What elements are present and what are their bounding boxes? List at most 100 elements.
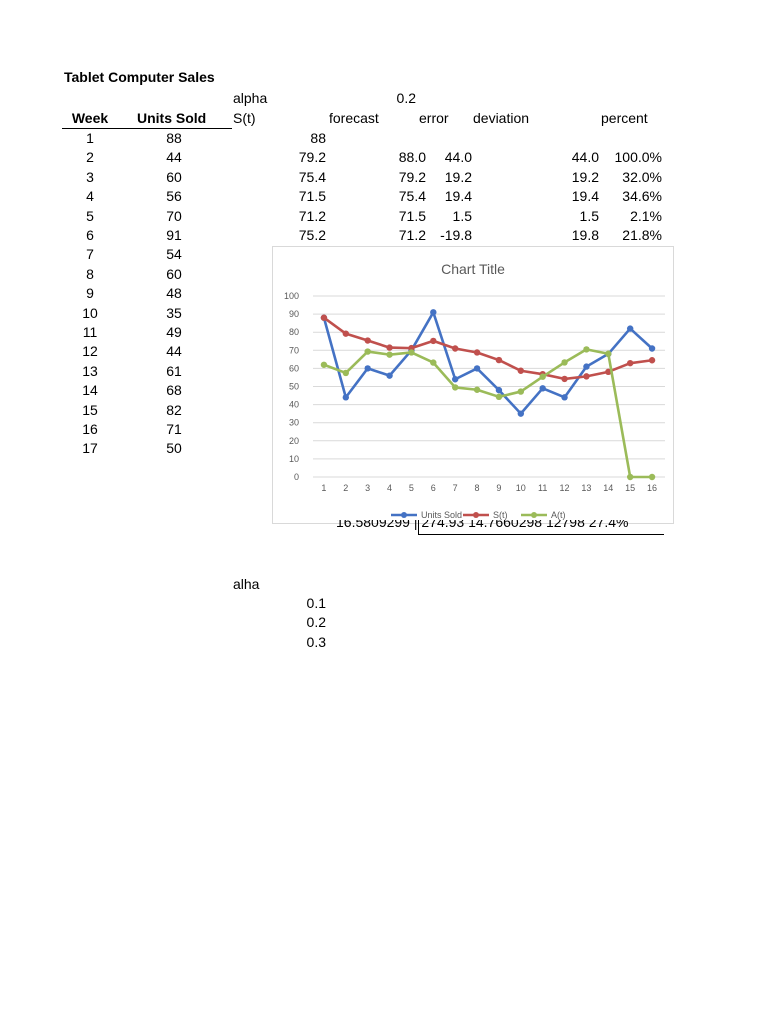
data-point — [342, 394, 350, 401]
week-cell[interactable]: 17 — [82, 440, 98, 457]
error-cell[interactable]: 1.5 — [452, 207, 472, 224]
units-sold-cell[interactable]: 61 — [166, 362, 182, 379]
units-sold-cell[interactable]: 35 — [166, 304, 182, 321]
error-cell[interactable]: -19.8 — [440, 227, 472, 243]
units-sold-cell[interactable]: 56 — [166, 188, 182, 205]
week-cell[interactable]: 1 — [86, 130, 94, 146]
chart-gridlines — [313, 295, 665, 478]
deviation-cell[interactable]: 1.5 — [579, 207, 599, 224]
week-cell[interactable]: 9 — [86, 285, 94, 302]
forecast-cell[interactable]: 88.0 — [398, 149, 426, 166]
y-tick-label: 40 — [289, 400, 299, 410]
error-cell[interactable]: 44.0 — [444, 149, 472, 166]
forecast-cell[interactable]: 79.2 — [398, 168, 426, 185]
percent-cell[interactable]: 21.8% — [622, 227, 662, 243]
units-sold-cell[interactable]: 44 — [166, 149, 182, 166]
data-point — [473, 365, 481, 372]
week-cell[interactable]: 15 — [82, 401, 98, 418]
units-sold-cell[interactable]: 48 — [166, 285, 182, 302]
alha-value-3[interactable]: 0.3 — [306, 634, 326, 650]
alpha-value[interactable]: 0.2 — [396, 90, 416, 106]
summary-cell-border — [418, 520, 664, 535]
error-cell[interactable]: 19.2 — [444, 168, 472, 185]
data-point — [473, 349, 481, 356]
percent-cell[interactable]: 34.6% — [622, 188, 662, 205]
units-sold-cell[interactable]: 82 — [166, 401, 182, 418]
units-sold-cell[interactable]: 50 — [166, 440, 182, 457]
week-cell[interactable]: 13 — [82, 362, 98, 379]
units-sold-cell[interactable]: 68 — [166, 382, 182, 399]
percent-cell[interactable]: 100.0% — [614, 149, 662, 166]
units-sold-cell[interactable]: 88 — [166, 130, 182, 146]
alha-value-2[interactable]: 0.2 — [306, 614, 326, 630]
alha-value-1[interactable]: 0.1 — [306, 595, 326, 611]
data-point — [430, 337, 437, 345]
summary-row-fragment: 16.5809299 | 274.93 14.7660298 12798 27.… — [336, 520, 666, 536]
data-point — [342, 330, 350, 337]
chart-title: Chart Title — [441, 261, 505, 277]
week-cell[interactable]: 5 — [86, 207, 94, 224]
units-sold-cell[interactable]: 60 — [166, 265, 182, 282]
series-line — [323, 348, 653, 479]
series-line — [322, 310, 653, 415]
week-cell[interactable]: 6 — [86, 227, 94, 243]
forecast-cell[interactable]: 71.5 — [398, 207, 426, 224]
error-cell[interactable]: 19.4 — [444, 188, 472, 205]
deviation-cell[interactable]: 19.2 — [571, 168, 599, 185]
data-point — [648, 357, 656, 364]
units-sold-cell[interactable]: 91 — [166, 227, 182, 243]
x-tick-label: 4 — [387, 483, 392, 493]
deviation-cell[interactable]: 19.4 — [571, 188, 599, 205]
x-tick-label: 14 — [603, 483, 613, 493]
units-sold-cell[interactable]: 49 — [166, 324, 182, 340]
data-point — [648, 345, 656, 352]
percent-cell[interactable]: 2.1% — [630, 207, 662, 224]
legend-marker — [531, 512, 537, 518]
data-point — [539, 385, 546, 392]
week-cell[interactable]: 7 — [86, 246, 94, 263]
y-tick-label: 30 — [289, 418, 299, 428]
forecast-cell[interactable]: 71.2 — [398, 227, 426, 243]
data-point — [495, 393, 503, 401]
week-cell[interactable]: 12 — [82, 343, 98, 360]
forecast-cell[interactable]: 75.4 — [398, 188, 426, 205]
st-cell[interactable]: 71.5 — [298, 188, 326, 205]
data-point — [605, 368, 612, 376]
units-sold-cell[interactable]: 70 — [166, 207, 182, 224]
chart-x-ticks: 1 2 3 4 5 6 7 8 9 10 11 12 13 14 15 16 — [321, 483, 657, 493]
units-sold-cell[interactable]: 60 — [166, 168, 182, 185]
week-cell[interactable]: 3 — [86, 168, 94, 185]
deviation-cell[interactable]: 44.0 — [571, 149, 599, 166]
units-sold-cell[interactable]: 44 — [166, 343, 182, 360]
week-cell[interactable]: 16 — [82, 421, 98, 437]
x-tick-label: 3 — [365, 483, 370, 493]
st-cell[interactable]: 79.2 — [298, 149, 326, 166]
data-point — [320, 361, 328, 368]
data-point — [364, 348, 371, 355]
units-sold-cell[interactable]: 54 — [166, 246, 182, 263]
percent-cell[interactable]: 32.0% — [622, 168, 662, 185]
st-cell[interactable]: 88 — [310, 130, 326, 146]
week-cell[interactable]: 2 — [86, 149, 94, 166]
alpha-label: alpha — [233, 90, 268, 106]
y-tick-label: 90 — [289, 309, 299, 319]
week-cell[interactable]: 8 — [86, 265, 94, 282]
st-cell[interactable]: 75.4 — [298, 168, 326, 185]
week-cell[interactable]: 14 — [82, 382, 98, 399]
x-tick-label: 7 — [453, 483, 458, 493]
x-tick-label: 8 — [475, 483, 480, 493]
units-sold-cell[interactable]: 71 — [166, 421, 182, 437]
st-cell[interactable]: 75.2 — [298, 227, 326, 243]
data-point — [473, 386, 481, 393]
legend-label: S(t) — [493, 510, 508, 520]
x-tick-label: 11 — [538, 483, 547, 493]
st-cell[interactable]: 71.2 — [298, 207, 326, 224]
data-point — [517, 410, 525, 417]
week-cell[interactable]: 10 — [82, 304, 98, 321]
data-point — [386, 344, 393, 351]
week-cell[interactable]: 4 — [86, 188, 94, 205]
data-point — [517, 388, 525, 395]
deviation-cell[interactable]: 19.8 — [571, 227, 599, 243]
week-cell[interactable]: 11 — [82, 324, 98, 340]
